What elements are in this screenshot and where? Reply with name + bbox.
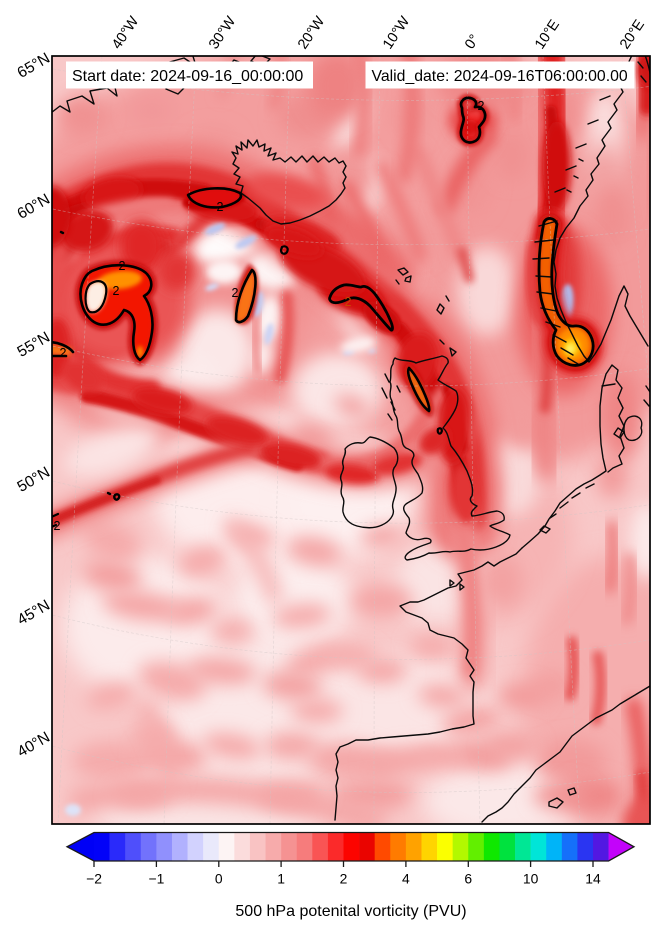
svg-text:2: 2	[345, 295, 352, 309]
svg-text:50°N: 50°N	[15, 464, 53, 496]
svg-text:20°W: 20°W	[295, 14, 328, 53]
svg-text:2: 2	[232, 286, 239, 300]
svg-text:55°N: 55°N	[15, 329, 53, 361]
svg-text:Valid_date: 2024-09-16T06:00:0: Valid_date: 2024-09-16T06:00:00.00	[372, 68, 628, 85]
svg-text:500 hPa potenital vorticity (P: 500 hPa potenital vorticity (PVU)	[235, 903, 466, 920]
svg-text:2: 2	[54, 519, 61, 533]
svg-text:30°W: 30°W	[206, 14, 239, 53]
svg-text:2: 2	[340, 871, 348, 887]
svg-text:0°: 0°	[462, 32, 483, 52]
svg-text:6: 6	[464, 871, 472, 887]
svg-text:−1: −1	[148, 871, 164, 887]
svg-text:10°W: 10°W	[380, 14, 413, 53]
svg-text:10°E: 10°E	[532, 17, 563, 52]
svg-text:45°N: 45°N	[15, 597, 53, 629]
svg-text:20°E: 20°E	[617, 17, 648, 52]
svg-text:0: 0	[215, 871, 223, 887]
svg-text:2: 2	[119, 259, 126, 273]
svg-text:1: 1	[277, 871, 285, 887]
svg-text:4: 4	[402, 871, 410, 887]
svg-text:−2: −2	[86, 871, 102, 887]
svg-text:Start date: 2024-09-16_00:00:0: Start date: 2024-09-16_00:00:00	[72, 68, 303, 85]
svg-text:2: 2	[60, 346, 67, 360]
svg-text:14: 14	[585, 871, 601, 887]
svg-text:2: 2	[478, 99, 485, 113]
svg-text:65°N: 65°N	[15, 50, 53, 82]
svg-text:2: 2	[113, 284, 120, 298]
svg-text:2: 2	[217, 200, 224, 214]
svg-text:40°W: 40°W	[109, 14, 142, 53]
svg-text:60°N: 60°N	[15, 191, 53, 223]
svg-text:40°N: 40°N	[15, 729, 53, 761]
svg-text:10: 10	[523, 871, 539, 887]
